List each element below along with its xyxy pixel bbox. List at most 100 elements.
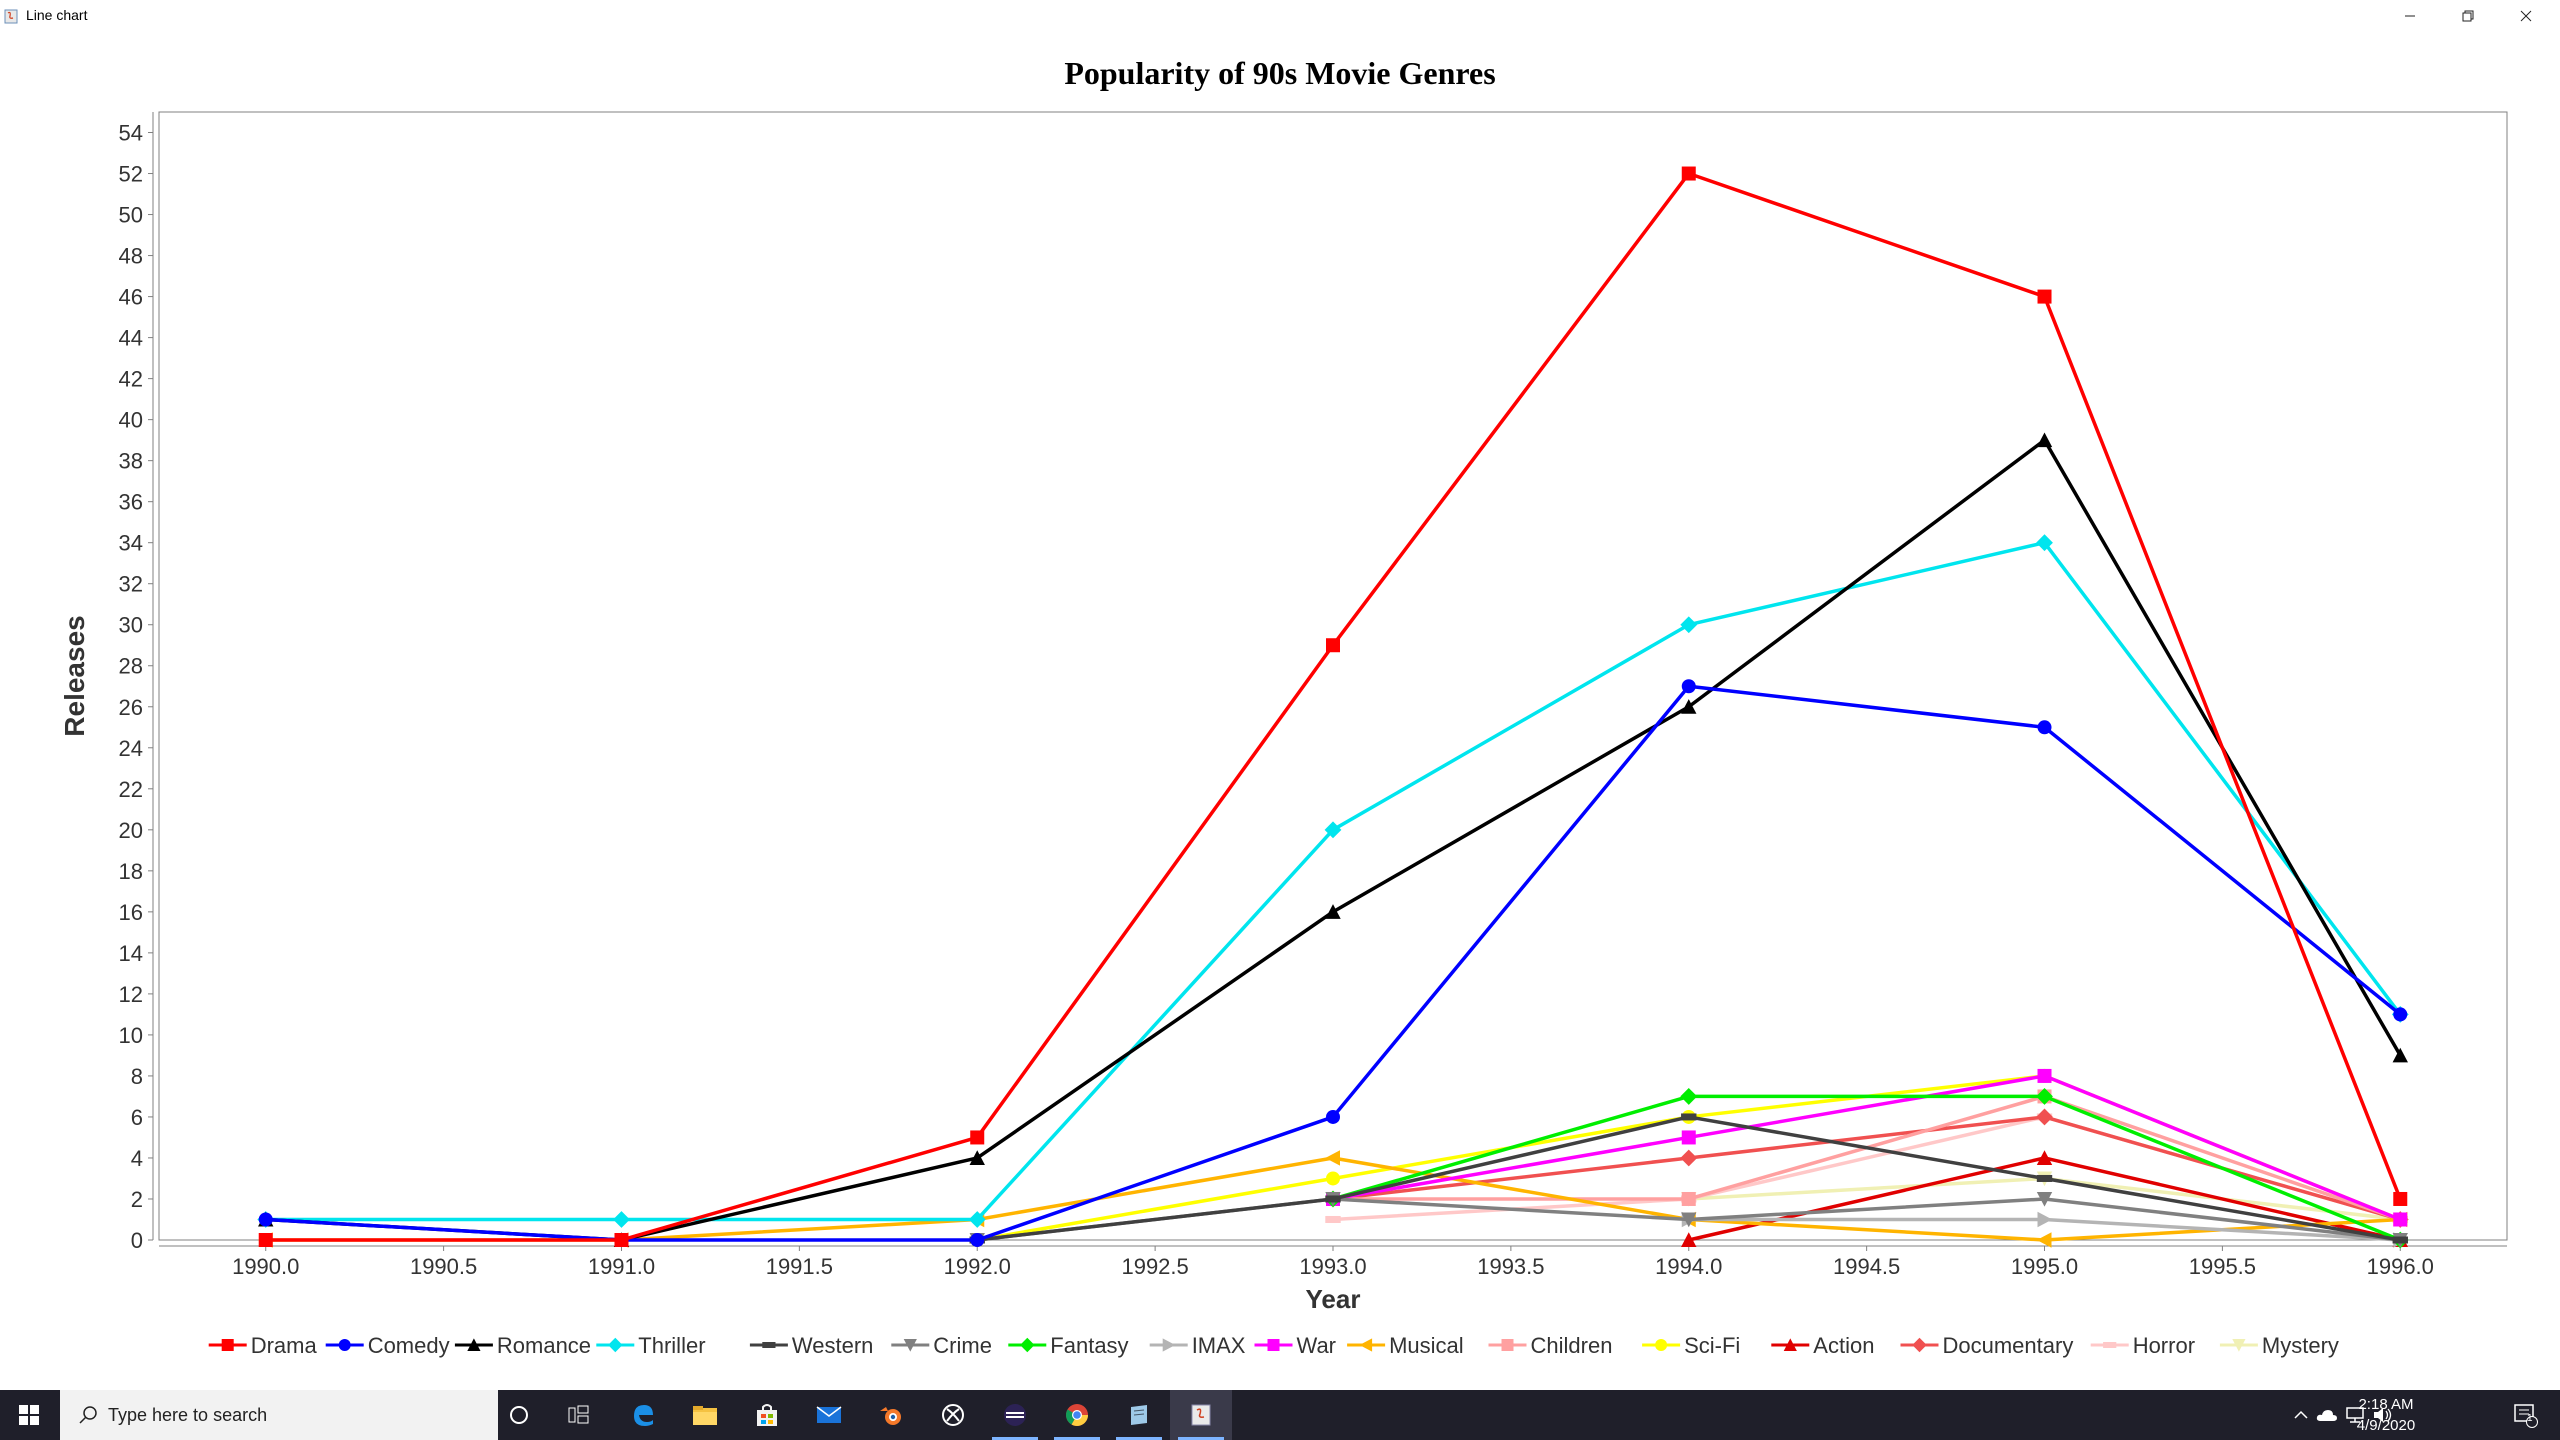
legend-label-thriller: Thriller	[638, 1333, 705, 1358]
onedrive-tray-button[interactable]	[2314, 1390, 2340, 1440]
close-button[interactable]	[2498, 0, 2554, 32]
taskbar-mail[interactable]	[798, 1390, 860, 1440]
plot-area	[158, 111, 2508, 1241]
x-axis-label: Year	[1306, 1284, 1361, 1314]
show-hidden-icons-button[interactable]	[2290, 1390, 2312, 1440]
mail-icon	[816, 1406, 842, 1423]
line-chart: 0246810121416182022242628303234363840424…	[59, 111, 2508, 1358]
cortana-button[interactable]	[488, 1390, 550, 1440]
data-point-imax	[2037, 1211, 2053, 1228]
volume-tray-button[interactable]	[2370, 1390, 2396, 1440]
taskbar-clock[interactable]: 2:18 AM 4/9/2020	[2336, 1394, 2436, 1436]
legend-marker-horror	[2103, 1342, 2117, 1348]
data-point-war	[2393, 1212, 2408, 1227]
data-point-romance	[1325, 904, 1341, 919]
taskbar-xbox[interactable]	[922, 1390, 984, 1440]
legend-label-horror: Horror	[2133, 1333, 2195, 1358]
x-tick-label: 1994.0	[1655, 1254, 1722, 1279]
java-app-icon	[4, 9, 18, 24]
start-button[interactable]	[0, 1390, 58, 1440]
taskbar-file-explorer[interactable]	[674, 1390, 736, 1440]
data-point-thriller	[613, 1211, 630, 1228]
data-point-western	[2392, 1236, 2408, 1244]
series-line-war	[1332, 1074, 2401, 1222]
taskbar-search-box[interactable]: Type here to search	[60, 1390, 498, 1440]
y-tick-label: 52	[119, 162, 143, 187]
action-center-button[interactable]: 1	[2500, 1390, 2550, 1440]
y-tick-label: 36	[119, 490, 143, 515]
speaker-icon	[2374, 1408, 2392, 1422]
notification-badge: 1	[2527, 1413, 2533, 1424]
data-point-drama	[970, 1130, 985, 1145]
data-point-romance	[1681, 699, 1697, 714]
data-point-war	[1681, 1130, 1696, 1145]
network-tray-button[interactable]	[2342, 1390, 2368, 1440]
legend-marker-war	[1267, 1339, 1280, 1351]
data-point-action	[1681, 1232, 1697, 1247]
task-view-button[interactable]	[548, 1390, 610, 1440]
minimize-button[interactable]	[2382, 0, 2438, 32]
xbox-icon	[942, 1404, 964, 1426]
taskbar-edge[interactable]	[612, 1390, 674, 1440]
data-point-drama	[1326, 638, 1340, 653]
legend-label-imax: IMAX	[1192, 1333, 1246, 1358]
y-tick-label: 44	[119, 326, 143, 351]
data-point-drama	[614, 1233, 629, 1247]
data-point-western	[2036, 1174, 2053, 1182]
data-point-romance	[2392, 1047, 2408, 1063]
cloud-icon	[2316, 1410, 2337, 1421]
data-point-drama	[1681, 166, 1696, 181]
network-icon	[2346, 1407, 2364, 1423]
legend-marker-imax	[1162, 1338, 1176, 1352]
y-tick-label: 30	[119, 613, 143, 638]
legend-marker-sci-fi	[1655, 1339, 1668, 1351]
search-placeholder: Type here to search	[108, 1405, 268, 1425]
data-point-sci-fi	[1326, 1171, 1340, 1186]
legend-label-western: Western	[792, 1333, 874, 1358]
y-tick-label: 32	[119, 572, 143, 597]
legend-label-fantasy: Fantasy	[1050, 1333, 1128, 1358]
minimize-icon	[2405, 15, 2415, 17]
data-point-comedy	[1326, 1109, 1340, 1124]
x-tick-label: 1995.5	[2189, 1254, 2256, 1279]
taskbar-java-app[interactable]	[1170, 1390, 1232, 1440]
y-tick-label: 42	[119, 367, 143, 392]
y-tick-label: 50	[119, 203, 143, 228]
y-tick-label: 26	[119, 695, 143, 720]
legend-label-romance: Romance	[497, 1333, 591, 1358]
legend-label-action: Action	[1813, 1333, 1874, 1358]
data-point-crime	[1681, 1212, 1697, 1228]
edge-icon	[634, 1405, 653, 1426]
data-point-war	[2037, 1068, 2052, 1083]
y-tick-label: 4	[131, 1146, 143, 1171]
cortana-icon	[510, 1406, 528, 1424]
legend-label-musical: Musical	[1389, 1333, 1464, 1358]
data-point-drama	[258, 1233, 273, 1247]
legend-label-war: War	[1297, 1333, 1337, 1358]
taskbar-eclipse[interactable]	[984, 1390, 1046, 1440]
legend-label-comedy: Comedy	[368, 1333, 450, 1358]
folder-icon	[693, 1406, 717, 1425]
x-tick-label: 1993.0	[1299, 1254, 1366, 1279]
y-tick-label: 40	[119, 408, 143, 433]
running-indicator	[1178, 1437, 1224, 1440]
taskbar-notes-app[interactable]	[1108, 1390, 1170, 1440]
close-icon	[2520, 10, 2532, 22]
x-tick-label: 1993.5	[1477, 1254, 1544, 1279]
taskbar-store[interactable]	[736, 1390, 798, 1440]
windows-logo-icon	[19, 1405, 39, 1425]
data-point-comedy	[970, 1233, 985, 1247]
running-indicator	[992, 1437, 1038, 1440]
taskbar-blender[interactable]	[860, 1390, 922, 1440]
legend-marker-musical	[1359, 1338, 1373, 1352]
data-point-fantasy	[1680, 1088, 1698, 1105]
chevron-up-icon	[2294, 1410, 2308, 1419]
y-tick-label: 24	[119, 736, 143, 761]
taskbar-chrome[interactable]	[1046, 1390, 1108, 1440]
y-tick-label: 0	[131, 1228, 143, 1253]
running-indicator	[1116, 1437, 1162, 1440]
y-tick-label: 6	[131, 1105, 143, 1130]
legend-marker-western	[762, 1342, 776, 1348]
legend-label-documentary: Documentary	[1943, 1333, 2074, 1358]
restore-button[interactable]	[2440, 0, 2496, 32]
